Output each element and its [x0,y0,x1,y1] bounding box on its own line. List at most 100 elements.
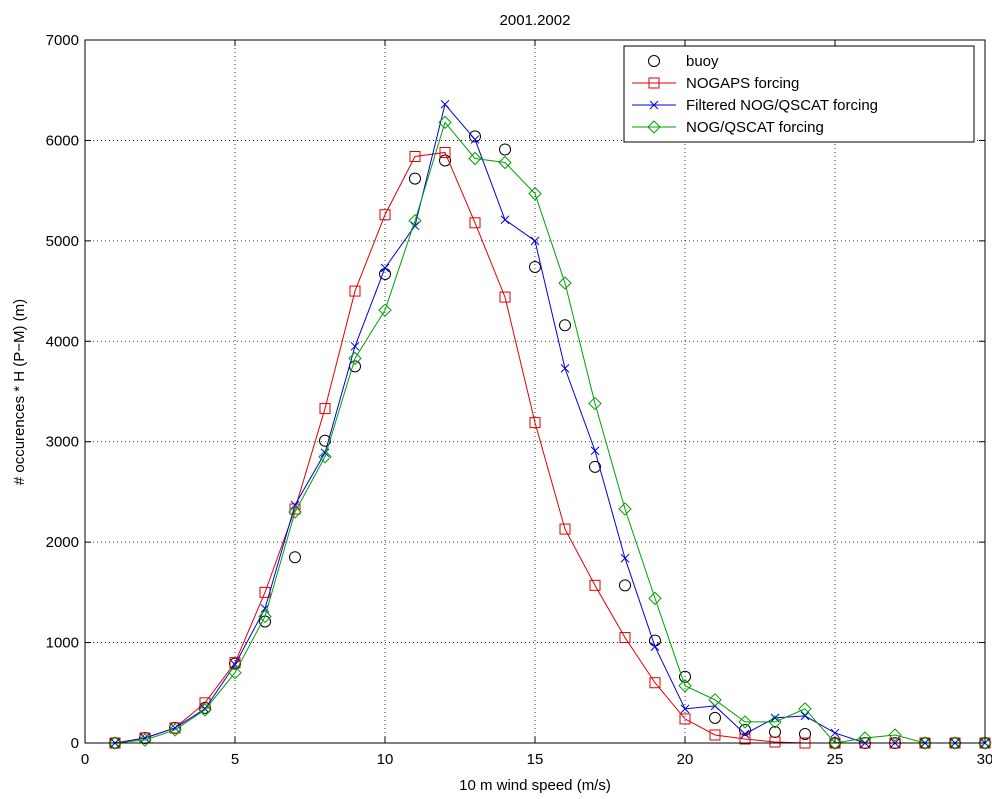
data-point [350,341,360,351]
data-point [709,711,721,724]
data-point [559,319,571,332]
data-point [349,285,361,297]
data-point [499,291,511,303]
data-point [409,172,421,185]
legend-label: NOG/QSCAT forcing [686,119,824,136]
data-point [289,551,301,564]
data-point [559,523,571,535]
data-point [228,665,242,680]
data-point [288,505,302,519]
legend-item: Filtered NOG/QSCAT forcing [632,97,878,114]
data-point [380,263,390,273]
y-tick-label: 6000 [46,132,79,149]
data-point [618,502,632,516]
data-point [830,728,840,738]
data-point [709,729,721,741]
x-tick-label: 25 [827,751,844,768]
data-point [138,733,152,747]
legend-item: NOGAPS forcing [632,75,799,92]
data-point [469,130,481,143]
data-point [708,693,722,707]
data-point [438,115,452,130]
data-point [739,723,751,736]
data-point [319,403,331,415]
data-point [198,703,212,717]
x-tick-label: 0 [81,751,89,768]
y-tick-label: 2000 [46,534,79,551]
data-point [199,697,211,709]
data-point [378,303,392,317]
legend-marker [648,77,660,89]
data-point [888,728,902,742]
data-point [619,579,631,592]
data-point [589,579,601,591]
data-point [620,553,630,563]
x-axis-label: 10 m wind speed (m/s) [459,777,611,794]
x-tick-label: 15 [527,751,544,768]
plot-area [85,40,985,743]
y-tick-label: 1000 [46,635,79,652]
data-point [799,727,811,740]
data-point [529,260,541,273]
axis-ticks: 0 5 10 15 20 25 30 0 1000 2000 3000 4000 5000 6000 700… [46,32,992,768]
data-point [738,715,752,729]
data-point [529,417,541,429]
data-point [590,446,600,456]
data-point [679,670,691,683]
data-point [558,276,572,290]
data-point [469,217,481,229]
legend-item: buoy [648,53,719,70]
data-point [318,450,332,464]
series-3 [108,115,992,750]
data-point [679,713,691,725]
data-point [468,151,482,166]
data-point [439,146,451,158]
x-tick-label: 5 [231,751,239,768]
data-point [678,679,692,693]
y-tick-label: 5000 [46,233,79,250]
data-point [680,704,690,714]
data-point [800,711,810,721]
data-point [560,364,570,373]
legend-box [623,45,975,143]
data-point [528,186,542,201]
data-point [348,351,362,366]
data-point [530,236,540,246]
data-point [798,702,812,716]
data-point [589,460,601,473]
data-point [769,736,781,748]
data-point [470,135,480,144]
data-point [650,642,660,651]
data-point [588,396,602,411]
data-point [409,150,421,162]
data-point [619,632,631,644]
data-point [379,209,391,221]
data-point [258,609,272,624]
series-layer [108,99,992,750]
legend-label: buoy [686,53,719,70]
x-tick-label: 10 [377,751,394,768]
data-point [440,99,450,109]
chart-title: 2001.2002 [500,12,571,29]
data-point [918,736,932,750]
y-axis-label: # occurences * H (P−M) (m) [11,299,28,485]
x-tick-label: 30 [977,751,992,768]
data-point [320,448,330,458]
data-point [169,722,181,734]
y-tick-label: 0 [71,735,79,752]
y-tick-label: 7000 [46,32,79,49]
data-point [408,214,422,228]
data-point [768,715,782,729]
data-point [858,731,872,745]
y-tick-label: 4000 [46,333,79,350]
data-point [168,723,182,737]
data-point [499,143,511,156]
legend-label: NOGAPS forcing [686,75,799,92]
data-point [108,736,122,750]
x-tick-label: 20 [677,751,694,768]
legend: buoy NOGAPS forcing Filtered NOG/QSCAT for… [623,45,975,143]
data-point [648,591,662,606]
data-point [439,154,451,167]
data-point [740,729,750,739]
